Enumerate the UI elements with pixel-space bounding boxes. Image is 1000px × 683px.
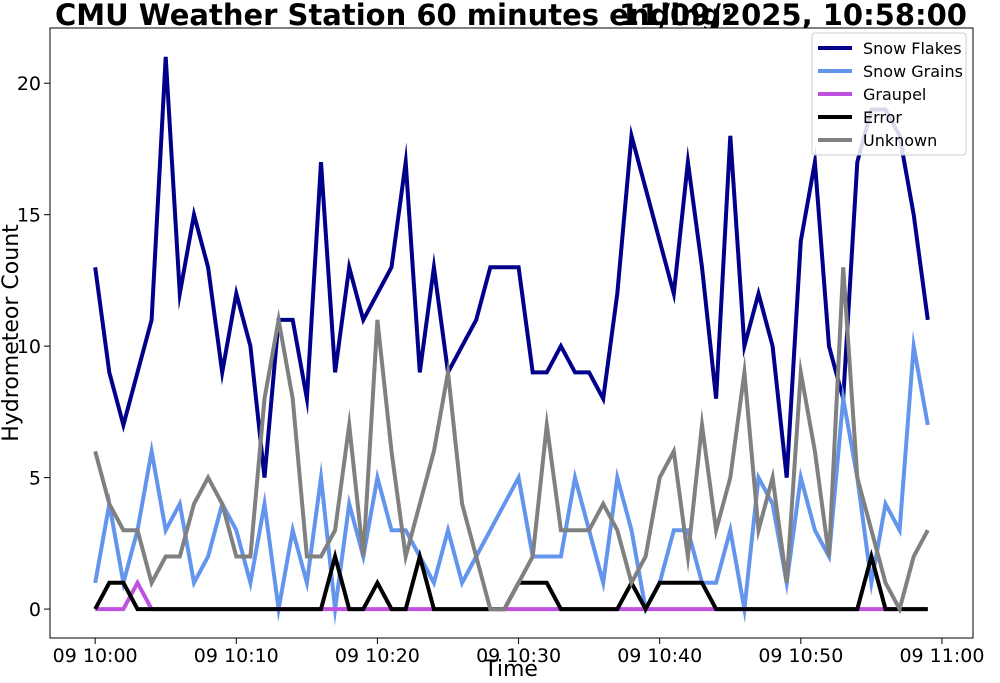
legend-label-graupel: Graupel bbox=[863, 85, 926, 104]
series-line-snow-flakes bbox=[93, 56, 930, 478]
legend-label-unknown: Unknown bbox=[863, 131, 937, 150]
y-axis-ticks: 0 5 10 15 20 bbox=[17, 73, 50, 621]
x-tick-label: 09 10:50 bbox=[758, 645, 843, 667]
x-tick-label: 09 10:10 bbox=[194, 645, 279, 667]
x-tick-label: 09 10:00 bbox=[53, 645, 138, 667]
x-tick-label: 09 10:20 bbox=[335, 645, 420, 667]
chart-title-timestamp: 11/09/2025, 10:58:00 bbox=[619, 0, 967, 32]
legend: Snow Flakes Snow Grains Graupel Error Unknow… bbox=[811, 32, 967, 156]
legend-label-snow-grains: Snow Grains bbox=[863, 62, 963, 81]
y-tick-label: 10 bbox=[17, 336, 41, 358]
y-tick-label: 5 bbox=[29, 468, 41, 490]
y-tick-label: 15 bbox=[17, 205, 41, 227]
x-tick-label: 09 11:00 bbox=[899, 645, 984, 667]
legend-box bbox=[811, 32, 967, 156]
x-axis-label: Time bbox=[483, 657, 538, 682]
x-axis-ticks: 09 10:00 09 10:10 09 10:20 09 10:30 09 10:40… bbox=[53, 638, 984, 667]
y-tick-label: 20 bbox=[17, 73, 41, 95]
series-line-unknown bbox=[93, 267, 930, 615]
legend-label-error: Error bbox=[863, 108, 902, 127]
legend-label-snow-flakes: Snow Flakes bbox=[863, 39, 962, 58]
x-tick-label: 09 10:30 bbox=[476, 645, 561, 667]
series-layer bbox=[93, 56, 930, 626]
y-tick-label: 0 bbox=[29, 599, 41, 621]
chart-title: CMU Weather Station 60 minutes ending: bbox=[55, 0, 733, 32]
x-tick-label: 09 10:40 bbox=[617, 645, 702, 667]
y-axis-label: Hydrometeor Count bbox=[0, 224, 24, 442]
